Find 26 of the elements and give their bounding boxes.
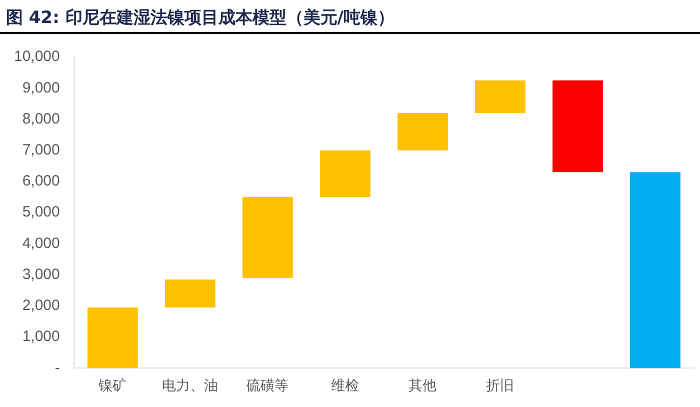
y-tick-label: 7,000 [22,142,60,158]
bar [87,308,138,368]
y-tick-label: 3,000 [22,266,60,283]
y-tick-label: - [54,359,60,376]
bar [630,172,680,368]
bar [552,80,603,172]
bar [164,280,216,308]
bar [320,150,370,198]
x-tick-label: 电力、油 [162,378,218,394]
y-tick-label: 8,000 [22,110,60,128]
x-tick-label: 硫磺等 [246,378,289,394]
y-tick-label: 2,000 [22,297,60,314]
bar [242,197,293,278]
bar [475,80,526,114]
bar [398,113,448,150]
y-tick-label: 10,000 [14,48,60,66]
x-tick-label: 维检 [331,378,360,394]
chart-title: 图 42: 印尼在建湿法镍项目成本模型（美元/吨镍） [0,0,700,34]
y-tick-label: 9,000 [22,79,60,96]
y-tick-label: 4,000 [22,234,60,252]
x-tick-label: 镍矿 [98,378,127,394]
x-tick-label: 折旧 [486,378,514,394]
y-tick-label: 6,000 [22,172,60,190]
y-tick-label: 1,000 [22,328,60,346]
x-tick-label: 其他 [408,378,437,394]
y-tick-label: 5,000 [22,204,60,221]
